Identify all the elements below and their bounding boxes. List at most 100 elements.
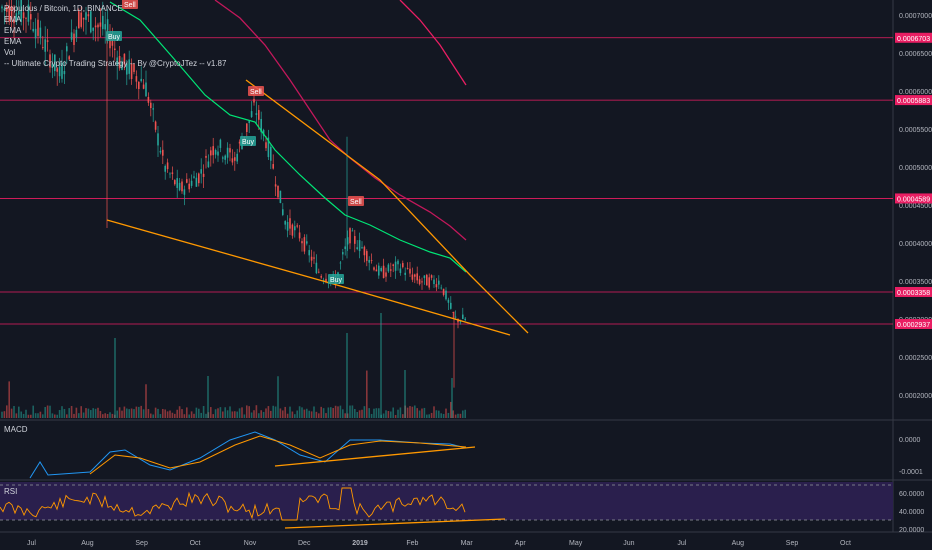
- volume-bar: [214, 409, 217, 418]
- candle-body: [97, 24, 99, 28]
- candle-body: [186, 179, 188, 183]
- price-level-badge: [895, 32, 932, 43]
- legend-strategy: -- Ultimate Crypto Trading Strategy -- B…: [4, 59, 227, 68]
- candle-body: [255, 113, 258, 115]
- candle-body: [66, 46, 68, 52]
- candle-body: [390, 269, 392, 271]
- volume-bar: [310, 411, 313, 418]
- time-axis-label: Aug: [81, 540, 94, 547]
- candle-body: [378, 265, 380, 276]
- volume-bar: [99, 410, 102, 418]
- candle-body: [380, 268, 382, 271]
- candle-body: [224, 155, 226, 160]
- candle-body: [133, 64, 135, 72]
- price-level-label: 0.0004589: [897, 196, 930, 203]
- candle-body: [25, 18, 27, 19]
- volume-bar: [452, 410, 454, 418]
- volume-bar: [258, 413, 260, 418]
- candle-body: [286, 222, 289, 231]
- candle-body: [22, 12, 25, 19]
- volume-bar: [404, 370, 406, 418]
- candle-body: [354, 236, 356, 244]
- volume-bar: [459, 413, 462, 418]
- volume-bar: [346, 333, 348, 418]
- macd-label: MACD: [4, 425, 28, 434]
- volume-bar: [250, 412, 253, 418]
- volume-bar: [344, 413, 346, 418]
- volume-bar: [87, 408, 90, 418]
- price-level-label: 0.0005883: [897, 98, 930, 105]
- candle-body: [294, 226, 296, 231]
- candle-body: [349, 228, 351, 244]
- volume-bar: [140, 405, 142, 418]
- volume-bar: [63, 409, 66, 418]
- volume-bar: [37, 413, 39, 418]
- volume-bar: [399, 407, 402, 418]
- volume-bar: [349, 405, 351, 418]
- candle-body: [10, 5, 13, 20]
- volume-bar: [195, 407, 198, 418]
- signal-label-buy: Buy: [242, 139, 255, 146]
- candle-body: [147, 96, 150, 103]
- candle-body: [94, 25, 97, 28]
- candle-body: [68, 56, 70, 60]
- candle-body: [325, 278, 327, 282]
- candle-body: [414, 274, 416, 277]
- volume-bar: [219, 407, 222, 418]
- volume-bar: [260, 410, 262, 418]
- candle-body: [382, 265, 385, 278]
- volume-bar: [390, 411, 392, 418]
- price-level-badge: [895, 193, 932, 204]
- volume-bar: [8, 381, 10, 418]
- legend-ema-2: EMA: [4, 26, 22, 35]
- volume-bar: [157, 408, 159, 418]
- volume-bar: [217, 408, 219, 418]
- candle-body: [61, 62, 63, 79]
- candle-body: [270, 146, 272, 161]
- candle-body: [404, 272, 406, 275]
- candle-body: [135, 76, 138, 82]
- volume-bar: [370, 413, 373, 418]
- candle-body: [178, 182, 181, 191]
- candle-body: [397, 260, 399, 265]
- legend-volume: Vol: [4, 48, 16, 57]
- volume-bar: [22, 413, 25, 418]
- volume-bar: [66, 414, 68, 418]
- candle-body: [272, 164, 274, 169]
- candle-body: [363, 246, 366, 256]
- price-tick-label: 0.0004500: [899, 203, 932, 210]
- volume-bar: [118, 407, 121, 418]
- volume-bar: [207, 376, 209, 418]
- rsi-axis-label: 40.0000: [899, 509, 924, 516]
- volume-bar: [255, 405, 258, 418]
- volume-bar: [430, 412, 433, 418]
- volume-bar: [80, 406, 82, 418]
- volume-bar: [13, 406, 15, 418]
- candle-body: [409, 268, 411, 274]
- candle-body: [37, 19, 39, 36]
- candle-body: [222, 157, 224, 159]
- candle-body: [301, 241, 303, 244]
- price-level-badge: [895, 318, 932, 329]
- candle-body: [318, 271, 320, 273]
- candle-body: [428, 277, 430, 288]
- candle-body: [462, 314, 464, 320]
- candle-body: [229, 148, 231, 153]
- candle-body: [13, 19, 15, 24]
- volume-bar: [363, 406, 366, 418]
- candle-body: [303, 237, 306, 252]
- volume-bar: [20, 411, 22, 418]
- candle-body: [320, 276, 322, 278]
- volume-bar: [457, 413, 459, 418]
- candle-body: [236, 153, 238, 162]
- candle-body: [277, 185, 279, 198]
- volume-bar: [229, 406, 231, 418]
- signal-badge-sell: [122, 0, 138, 9]
- signal-label-sell: Sell: [124, 2, 136, 9]
- candle-body: [445, 290, 447, 300]
- candle-body: [399, 268, 402, 273]
- volume-bar: [123, 406, 126, 418]
- candle-body: [102, 15, 104, 30]
